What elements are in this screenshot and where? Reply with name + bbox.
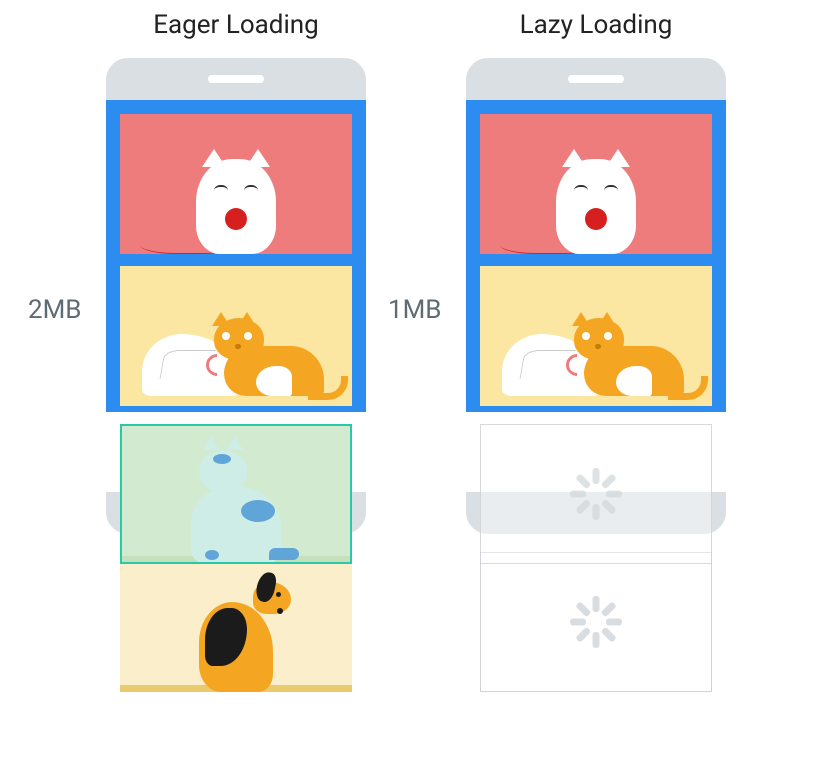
column-eager: Eager Loading 2MB: [106, 10, 366, 692]
phone-eager: [106, 58, 366, 692]
phone-screen: [106, 100, 366, 412]
spinner-icon: [569, 467, 623, 521]
card-loader-below: [480, 552, 712, 692]
phone-speaker: [208, 75, 264, 83]
card-cat-yarn: [480, 114, 712, 254]
infographic-root: Eager Loading 2MB: [0, 0, 832, 692]
card-cat-shoe: [480, 266, 712, 406]
card-cat-bluewhite-highlighted: [120, 424, 352, 564]
card-loader-partial: [480, 424, 712, 564]
card-cat-shoe: [120, 266, 352, 406]
below-fold-eager: [106, 412, 366, 692]
bluewhite-cat: [191, 486, 281, 564]
dog-body: [199, 602, 273, 692]
yarn-ball: [225, 208, 247, 230]
cat-body: [196, 159, 276, 254]
below-fold-lazy: [466, 412, 726, 692]
phone-bezel-top: [106, 58, 366, 100]
phone-speaker: [568, 75, 624, 83]
column-lazy: Lazy Loading 1MB: [466, 10, 726, 692]
payload-label-lazy: 1MB: [388, 295, 442, 325]
card-cat-yarn: [120, 114, 352, 254]
phone-lazy: [466, 58, 726, 692]
phone-screen: [466, 100, 726, 412]
phone-bezel-top: [466, 58, 726, 100]
card-dog-orange: [120, 552, 352, 692]
orange-cat-tail: [308, 376, 348, 400]
heading-eager: Eager Loading: [153, 10, 318, 40]
spinner-icon: [569, 595, 623, 649]
heading-lazy: Lazy Loading: [520, 10, 673, 40]
payload-label-eager: 2MB: [28, 295, 82, 325]
